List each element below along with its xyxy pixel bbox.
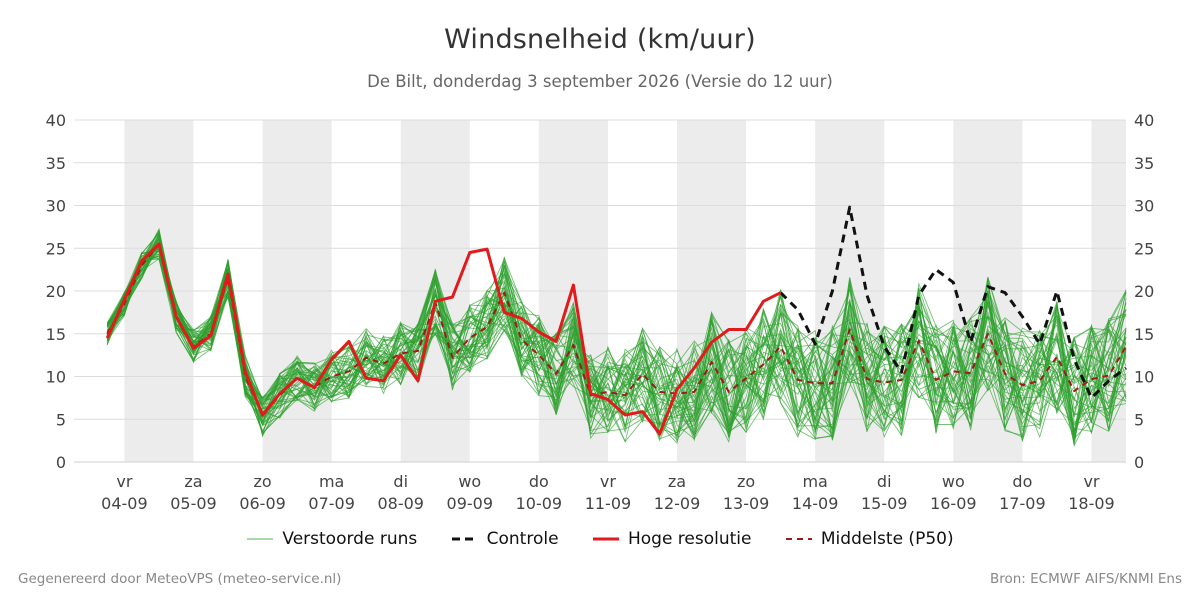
legend-item-hires[interactable]: Hoge resolutie	[592, 529, 752, 549]
ensemble-member-line	[106, 244, 1127, 440]
x-tick-date: 18-09	[1068, 494, 1115, 513]
y-tick-label-right: 15	[1134, 325, 1154, 344]
legend-label-control: Controle	[486, 529, 559, 549]
legend-item-median[interactable]: Middelste (P50)	[785, 529, 954, 549]
y-tick-label-left: 40	[46, 111, 66, 130]
x-tick-day: wo	[458, 472, 481, 491]
footer-generated-by: Gegenereerd door MeteoVPS (meteo-service…	[18, 571, 342, 587]
perturbed-swatch	[247, 538, 274, 540]
x-tick-date: 15-09	[861, 494, 908, 513]
ensemble-member-line	[106, 238, 1127, 435]
median-swatch	[785, 538, 812, 540]
y-tick-label-left: 0	[56, 453, 66, 472]
y-tick-label-right: 10	[1134, 368, 1154, 387]
y-tick-label-right: 30	[1134, 197, 1154, 216]
y-tick-label-left: 25	[46, 239, 66, 258]
x-tick-date: 16-09	[930, 494, 977, 513]
y-tick-label-right: 35	[1134, 154, 1154, 173]
x-tick-day: za	[184, 472, 202, 491]
x-tick-day: zo	[253, 472, 271, 491]
legend: Verstoorde runs Controle Hoge resolutie …	[0, 529, 1200, 549]
axis-labels: 0 0 5 5 10 10 15 15 20 20 25 25 30 30 35 35 40 40 vr 04-09 z…	[46, 111, 1155, 513]
x-tick-date: 07-09	[308, 494, 355, 513]
footer-source: Bron: ECMWF AIFS/KNMI Ens	[989, 571, 1182, 587]
ensemble-member-line	[106, 244, 1127, 438]
y-tick-label-left: 35	[46, 154, 66, 173]
y-tick-label-left: 15	[46, 325, 66, 344]
x-tick-day: za	[668, 472, 686, 491]
ensemble-member-line	[106, 243, 1127, 436]
ensemble-member-line	[106, 241, 1127, 440]
y-tick-label-right: 5	[1134, 410, 1144, 429]
x-tick-date: 17-09	[999, 494, 1046, 513]
legend-item-perturbed[interactable]: Verstoorde runs	[246, 529, 417, 549]
x-tick-day: di	[393, 472, 408, 491]
y-tick-label-left: 10	[46, 368, 66, 387]
y-tick-label-left: 5	[56, 410, 66, 429]
x-tick-day: ma	[802, 472, 827, 491]
y-tick-label-right: 20	[1134, 282, 1154, 301]
hires-swatch	[592, 537, 619, 541]
ensemble-member-line	[106, 233, 1127, 440]
x-tick-date: 08-09	[377, 494, 424, 513]
legend-item-control[interactable]: Controle	[451, 529, 559, 549]
x-tick-date: 09-09	[447, 494, 494, 513]
x-tick-day: do	[1012, 472, 1032, 491]
x-tick-day: vr	[600, 472, 616, 491]
control-swatch	[451, 537, 478, 541]
x-tick-day: wo	[942, 472, 965, 491]
x-tick-date: 10-09	[516, 494, 563, 513]
hires-line	[105, 242, 782, 436]
series-lines	[105, 205, 1127, 436]
x-tick-date: 11-09	[585, 494, 632, 513]
chart-subtitle: De Bilt, donderdag 3 september 2026 (Ver…	[367, 72, 833, 91]
x-tick-day: ma	[319, 472, 344, 491]
y-tick-label-left: 30	[46, 197, 66, 216]
y-tick-label-left: 20	[46, 282, 66, 301]
legend-label-hires: Hoge resolutie	[627, 529, 752, 549]
x-tick-date: 12-09	[654, 494, 701, 513]
y-tick-label-right: 25	[1134, 239, 1154, 258]
x-tick-day: vr	[1083, 472, 1099, 491]
x-tick-date: 14-09	[792, 494, 839, 513]
x-tick-day: zo	[737, 472, 755, 491]
x-tick-day: di	[877, 472, 892, 491]
legend-label-perturbed: Verstoorde runs	[282, 529, 418, 549]
x-tick-day: do	[529, 472, 549, 491]
x-tick-day: vr	[116, 472, 132, 491]
ensemble-member-line	[106, 245, 1127, 435]
y-tick-label-right: 40	[1134, 111, 1154, 130]
x-tick-date: 06-09	[239, 494, 286, 513]
x-tick-date: 04-09	[101, 494, 148, 513]
ensemble-member-line	[106, 241, 1127, 435]
y-tick-label-right: 0	[1134, 453, 1144, 472]
control-line	[779, 205, 1127, 400]
x-tick-date: 05-09	[170, 494, 217, 513]
x-tick-date: 13-09	[723, 494, 770, 513]
ensemble-member-line	[106, 250, 1127, 436]
legend-label-median: Middelste (P50)	[820, 529, 954, 549]
chart-title: Windsnelheid (km/uur)	[444, 24, 756, 55]
